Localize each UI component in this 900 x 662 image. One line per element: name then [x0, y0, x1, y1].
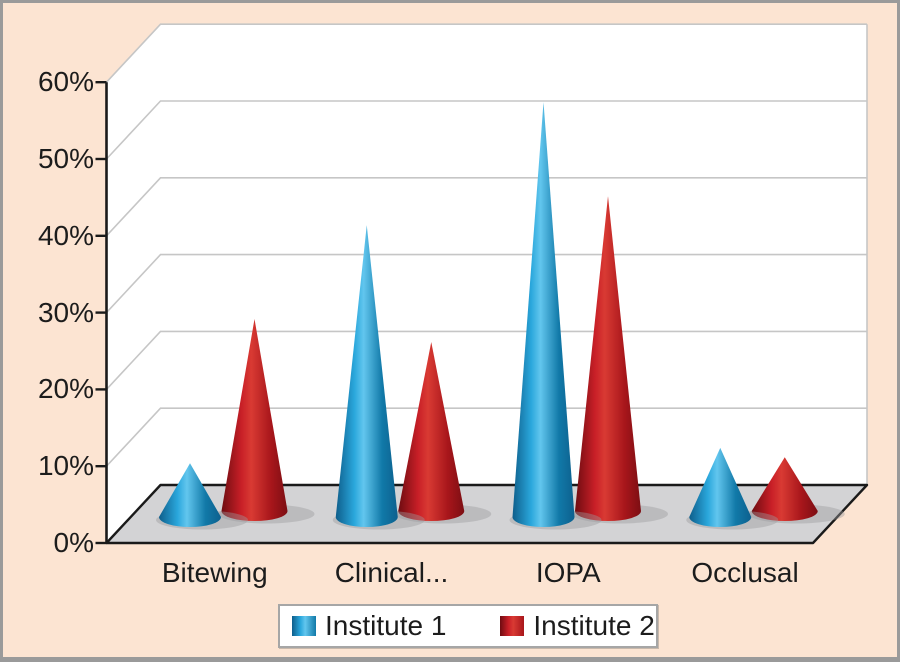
- y-tick-label-60pct: 60%: [37, 66, 94, 98]
- gridline-50pct: [105, 100, 867, 160]
- legend-item-institute-2: Institute 2: [500, 610, 655, 641]
- legend-label-institute-2: Institute 2: [533, 610, 655, 641]
- gridline-20pct: [105, 330, 867, 390]
- y-tick-label-10pct: 10%: [37, 450, 94, 482]
- gridline-40pct: [105, 177, 867, 237]
- cone-institute-2-clinical: [398, 342, 465, 521]
- y-tick-label-40pct: 40%: [37, 219, 94, 251]
- chart-floor: [105, 483, 869, 545]
- y-tick-label-50pct: 50%: [37, 143, 94, 174]
- y-tick-label-30pct: 30%: [37, 296, 94, 328]
- category-label-iopa: IOPA: [535, 557, 601, 588]
- cone-institute-1-iopa: [512, 102, 575, 527]
- gridline-10pct: [105, 407, 867, 467]
- cone-institute-1-occlusal: [689, 447, 752, 527]
- legend-item-institute-1: Institute 1: [292, 611, 446, 641]
- legend-swatch-institute-1: [292, 616, 316, 636]
- cone-institute-1-bitewing: [159, 463, 221, 527]
- plot-area: [106, 24, 867, 543]
- y-tick-label-0pct: 0%: [53, 527, 94, 558]
- cone-institute-2-iopa: [575, 196, 641, 521]
- legend: Institute 1 Institute 2: [278, 604, 658, 648]
- cone-institute-1-clinical: [335, 225, 398, 527]
- cone-institute-2-occlusal: [751, 457, 818, 521]
- y-tick-label-20pct: 20%: [37, 373, 94, 405]
- gridline-30pct: [105, 253, 867, 314]
- cone-institute-2-bitewing: [221, 319, 288, 521]
- legend-label-institute-1: Institute 1: [325, 610, 447, 641]
- gridline-60pct: [105, 23, 867, 83]
- legend-swatch-institute-2: [500, 616, 525, 636]
- category-label-bitewing: Bitewing: [161, 557, 268, 588]
- category-label-occlusal: Occlusal: [691, 557, 799, 588]
- category-label-clinical: Clinical...: [334, 557, 449, 588]
